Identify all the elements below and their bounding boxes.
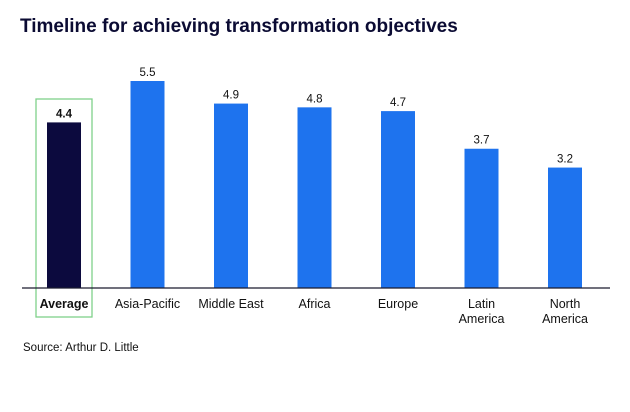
chart-title: Timeline for achieving transformation ob…	[20, 16, 458, 37]
category-label-3: Africa	[299, 297, 331, 311]
value-label-4: 4.7	[390, 97, 406, 109]
category-label-1: Asia-Pacific	[115, 297, 180, 311]
value-label-3: 4.8	[307, 93, 323, 105]
value-label-6: 3.2	[557, 154, 573, 166]
category-label-6: North America	[542, 297, 588, 326]
category-label-2: Middle East	[198, 297, 264, 311]
bar-0	[47, 122, 81, 289]
value-label-2: 4.9	[223, 90, 239, 102]
highlight-box	[35, 98, 93, 318]
value-label-0: 4.4	[56, 108, 73, 120]
bar-4	[381, 111, 415, 288]
category-label-4: Europe	[378, 297, 418, 311]
value-label-1: 5.5	[140, 67, 156, 79]
bar-3	[297, 107, 332, 288]
category-label-0: Average	[40, 297, 89, 311]
value-label-5: 3.7	[474, 135, 490, 147]
bar-6	[548, 167, 582, 288]
bar-1	[130, 81, 165, 288]
bar-5	[464, 148, 499, 288]
source-note: Source: Arthur D. Little	[23, 342, 139, 354]
bar-2	[214, 103, 248, 288]
category-label-5: Latin America	[459, 297, 505, 326]
